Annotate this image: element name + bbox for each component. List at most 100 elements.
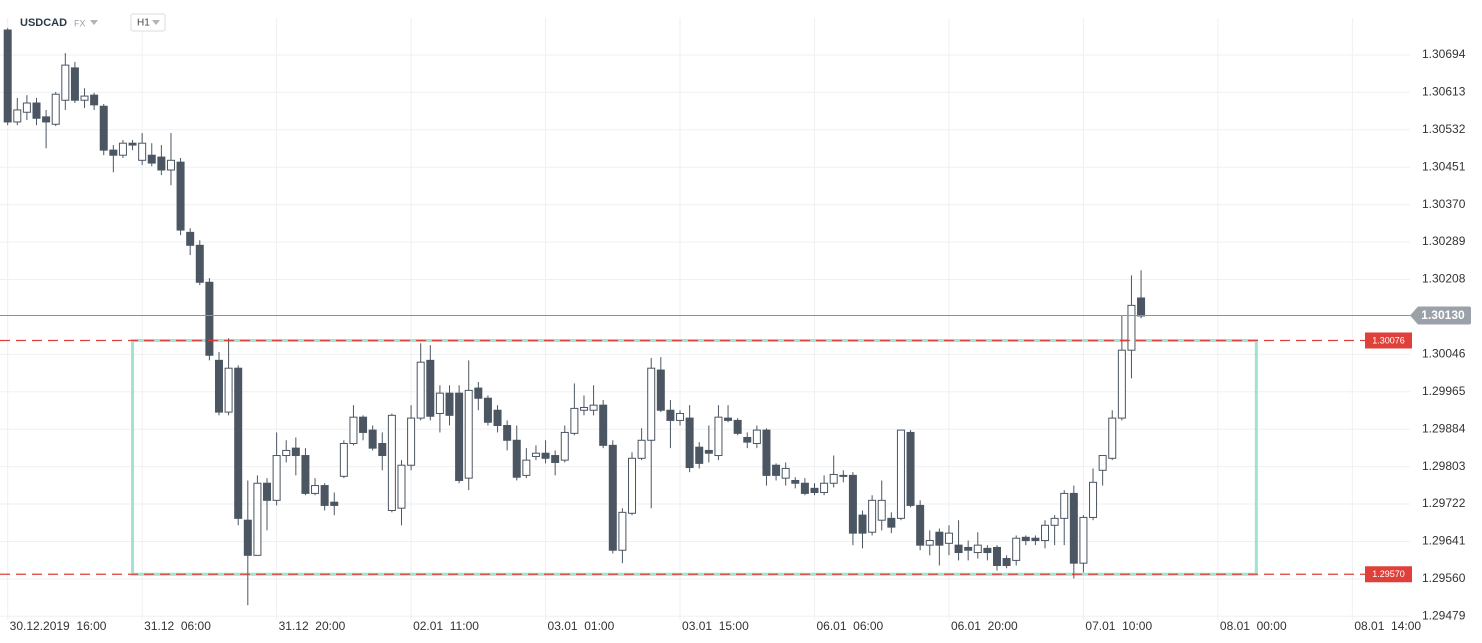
y-tick-label: 1.29722 [1422,496,1466,510]
candle-body [1108,417,1117,459]
y-tick-label: 1.30613 [1422,85,1466,99]
candle-body [781,467,790,479]
candle-body [618,511,627,551]
candle-body [752,429,761,445]
y-tick-label: 1.29803 [1422,459,1466,473]
candle-body [349,416,358,445]
candle-body [935,531,944,546]
candle-body [330,501,339,506]
marks [3,28,1146,606]
candle-body [964,546,973,551]
candle-body [109,149,118,156]
x-tick-label: 30.12.2019 16:00 [10,619,107,633]
candle-body [522,459,531,476]
market: FX [74,18,86,28]
candle-body [1050,517,1059,526]
candle-body [656,369,665,411]
timeframe: H1 [137,18,150,29]
candle-body [704,449,713,454]
candle-body [128,142,137,146]
candle-body [99,105,108,151]
candle-body [685,417,694,469]
candle-body [503,424,512,441]
last-price-box [1410,306,1471,325]
symbol: USDCAD [20,17,67,29]
candle-body [551,455,560,463]
candle-body [944,532,953,544]
candle-body [733,419,742,434]
x-tick-label: 31.12 20:00 [279,619,346,633]
candle-body [166,159,175,171]
candle-body [253,482,262,556]
x-tick-label: 08.01 00:00 [1220,619,1287,633]
candle-body [311,485,320,494]
candle-body [359,416,368,433]
candle-body [214,359,223,413]
y-tick-label: 1.30694 [1422,47,1466,61]
candle-body [1079,516,1088,564]
candle-body [1002,558,1011,566]
x-tick-label: 07.01 10:00 [1085,619,1152,633]
candle-body [1089,481,1098,518]
level-label-box [1365,332,1412,349]
candle-body [800,482,809,494]
y-tick-label: 1.29560 [1422,571,1466,585]
candle-body [272,455,281,501]
y-tick-label: 1.29641 [1422,534,1466,548]
candle-body [579,406,588,411]
y-tick-label: 1.30451 [1422,159,1466,173]
candle-body [195,244,204,283]
candle-body [455,392,464,481]
candle-body [954,544,963,554]
candle-body [925,540,934,546]
level-label: 1.29570 [1372,569,1405,579]
candle-body [983,547,992,554]
timeframe-button[interactable] [130,13,166,32]
candle-body [916,504,925,546]
candle-body [531,452,540,457]
candle-body [560,431,569,461]
candle-body [628,457,637,514]
candle-body [474,387,483,399]
candle-body [291,447,300,457]
candle-body [42,116,51,123]
candle-body [647,367,656,441]
y-tick-label: 1.29965 [1422,384,1466,398]
candle-body [637,439,646,459]
market-dropdown[interactable] [90,20,98,25]
y-tick-label: 1.30046 [1422,347,1466,361]
candle-body [743,437,752,443]
candle-body [426,359,435,417]
candle-body [589,404,598,411]
y-tick-label: 1.29479 [1422,608,1466,622]
candle-body [234,367,243,519]
candle-body [599,404,608,446]
candle-body [858,514,867,534]
candle-body [877,499,886,521]
candle-body [1031,537,1040,542]
x-tick-label: 31.12 06:00 [144,619,211,633]
candle-body [570,407,579,434]
candle-body [157,156,166,171]
candle-body [676,412,685,421]
candle-body [205,281,214,356]
y-tick-label: 1.30370 [1422,197,1466,211]
y-tick-label: 1.29884 [1422,421,1466,435]
candle-body [724,417,733,421]
candle-body [61,64,70,101]
candle-body [464,389,473,479]
candle-body [282,449,291,457]
candle-body [301,455,310,494]
candle-body [22,102,31,113]
last-price-label: 1.30130 [1421,308,1465,322]
candle-body [493,409,502,426]
y-tick-label: 1.30208 [1422,272,1466,286]
candle-body [368,429,377,449]
candle-body [1098,455,1107,471]
candle-body [666,409,675,421]
level-label: 1.30076 [1372,335,1405,345]
candle-body [839,474,848,477]
candle-body [90,94,99,106]
candle-body [695,446,704,464]
